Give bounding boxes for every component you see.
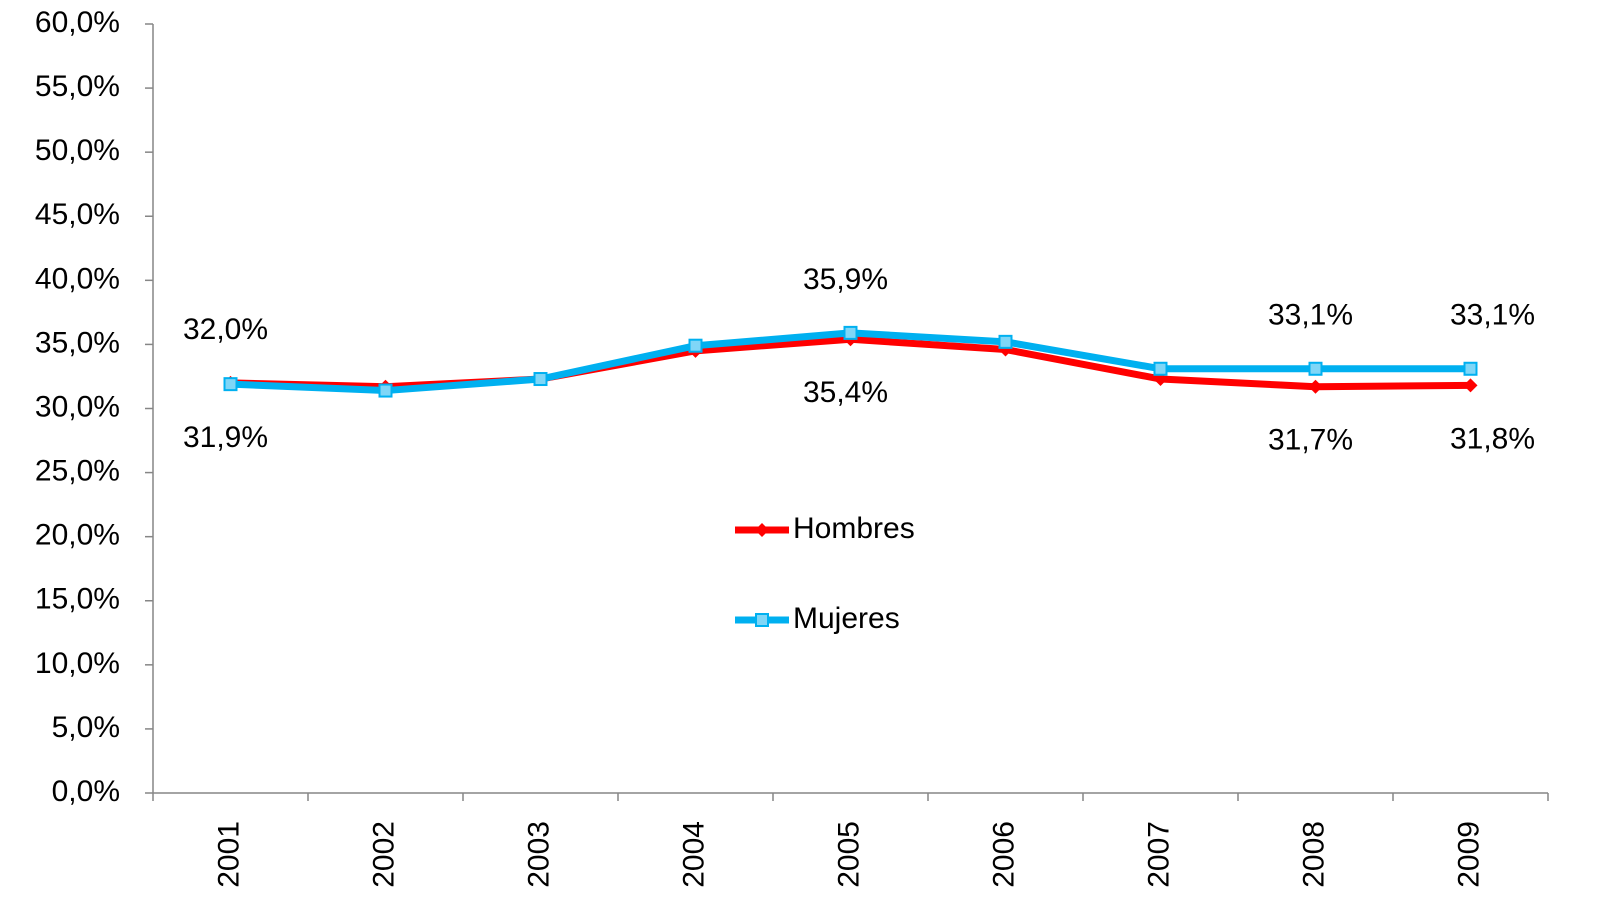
data-label: 33,1% [1450,299,1535,332]
y-tick-label: 20,0% [35,519,120,552]
marker [378,383,393,398]
y-tick-label: 5,0% [52,711,120,744]
data-label: 31,8% [1450,422,1535,455]
y-tick-label: 15,0% [35,583,120,616]
marker [1308,361,1323,376]
y-tick-label: 50,0% [35,134,120,167]
y-tick-label: 55,0% [35,70,120,103]
marker [1463,361,1478,376]
marker [1308,379,1323,394]
data-label: 33,1% [1268,299,1353,332]
legend-marker [755,523,769,537]
y-tick-label: 10,0% [35,647,120,680]
y-tick-label: 60,0% [35,6,120,39]
marker [688,338,703,353]
x-tick-label: 2006 [987,821,1020,888]
marker [998,334,1013,349]
series [223,325,1478,398]
marker [1153,361,1168,376]
data-label: 35,4% [803,376,888,409]
legend-marker [755,613,769,627]
marker [223,377,238,392]
x-tick-label: 2004 [677,821,710,888]
marker [1463,378,1478,393]
legend-label: Mujeres [793,602,900,635]
x-tick-label: 2003 [522,821,555,888]
data-label: 35,9% [803,263,888,296]
x-tick-label: 2005 [832,821,865,888]
x-tick-label: 2009 [1452,821,1485,888]
data-label: 32,0% [183,313,268,346]
y-tick-label: 0,0% [52,775,120,808]
x-tick-label: 2007 [1142,821,1175,888]
data-label: 31,9% [183,421,268,454]
marker [533,372,548,387]
marker [843,325,858,340]
y-tick-label: 40,0% [35,262,120,295]
y-tick-label: 35,0% [35,326,120,359]
y-tick-label: 30,0% [35,390,120,423]
legend-label: Hombres [793,512,915,545]
x-tick-label: 2002 [367,821,400,888]
y-tick-label: 45,0% [35,198,120,231]
x-tick-label: 2008 [1297,821,1330,888]
data-label: 31,7% [1268,424,1353,457]
y-tick-label: 25,0% [35,455,120,488]
x-tick-label: 2001 [212,821,245,888]
